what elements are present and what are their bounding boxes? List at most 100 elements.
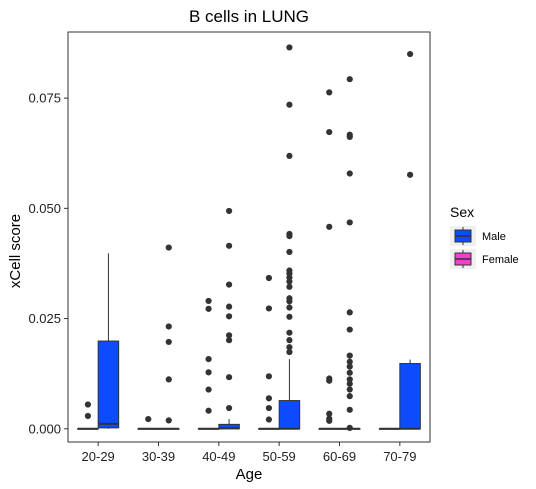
outlier-point <box>225 207 233 215</box>
box-female-50-59 <box>258 274 280 430</box>
outlier-point <box>326 223 333 230</box>
x-tick-label: 40-49 <box>202 449 235 464</box>
x-tick-label: 20-29 <box>82 449 115 464</box>
outlier-point <box>346 358 353 365</box>
box-female-60-69 <box>318 89 340 430</box>
y-axis: 0.000 0.025 0.050 0.075 <box>28 91 68 436</box>
outlier-point <box>346 326 353 333</box>
outlier-point <box>286 283 293 290</box>
outlier-point <box>165 376 172 383</box>
y-tick-label: 0.050 <box>28 201 61 216</box>
y-tick-label: 0.025 <box>28 311 61 326</box>
outlier-point <box>346 376 353 383</box>
outlier-point <box>225 404 233 412</box>
outlier-point <box>326 417 333 424</box>
box-male-50-59 <box>278 44 301 430</box>
outlier-point <box>346 170 353 177</box>
outlier-point <box>326 377 333 384</box>
outlier-point <box>225 303 233 310</box>
box-male-60-69 <box>339 76 361 431</box>
outlier-point <box>265 404 273 412</box>
outlier-point <box>286 278 293 285</box>
box-male-20-29 <box>97 253 120 429</box>
outlier-point <box>225 242 233 249</box>
outlier-point <box>165 244 172 251</box>
outlier-point <box>346 309 353 316</box>
outlier-point <box>205 305 212 312</box>
outlier-point <box>84 401 92 408</box>
legend-entry-male: Male <box>450 226 506 246</box>
x-tick-label: 30-39 <box>142 449 175 464</box>
outlier-point <box>406 171 414 178</box>
outlier-point <box>205 356 212 363</box>
chart-title: B cells in LUNG <box>189 7 309 26</box>
plot-area <box>77 44 421 431</box>
outlier-point <box>286 344 293 351</box>
x-tick-label: 50-59 <box>263 449 296 464</box>
outlier-point <box>286 101 293 108</box>
outlier-point <box>346 393 353 400</box>
box-female-20-29 <box>77 401 99 430</box>
outlier-point <box>326 128 333 136</box>
outlier-point <box>205 386 212 393</box>
outlier-point <box>286 329 293 336</box>
outlier-point <box>286 313 293 320</box>
legend: Sex Male Female <box>450 204 519 269</box>
x-axis-title: Age <box>236 466 263 483</box>
outlier-point <box>225 281 233 288</box>
outlier-point <box>286 304 293 311</box>
legend-entry-female: Female <box>450 249 519 269</box>
outlier-point <box>225 374 233 381</box>
outlier-point <box>326 410 333 417</box>
outlier-point <box>346 76 353 83</box>
outlier-point <box>225 313 233 320</box>
outlier-point <box>265 373 273 380</box>
outlier-point <box>286 44 293 51</box>
y-tick-label: 0.000 <box>28 421 61 436</box>
outlier-point <box>286 152 293 159</box>
outlier-point <box>145 415 152 423</box>
outlier-point <box>265 416 273 423</box>
outlier-point <box>265 305 273 312</box>
box-body <box>399 363 421 430</box>
legend-label-female: Female <box>482 254 519 266</box>
box-female-40-49 <box>197 297 220 430</box>
legend-label-male: Male <box>482 231 506 243</box>
box-body <box>97 340 120 429</box>
outlier-point <box>225 337 233 344</box>
outlier-point <box>346 380 353 387</box>
outlier-point <box>406 50 414 58</box>
outlier-point <box>326 89 333 96</box>
outlier-point <box>346 219 353 226</box>
x-tick-label: 70-79 <box>383 449 416 464</box>
outlier-point <box>205 297 212 305</box>
box-male-30-39 <box>158 244 180 430</box>
outlier-point <box>346 352 353 359</box>
outlier-point <box>165 417 172 424</box>
y-tick-label: 0.075 <box>28 91 61 106</box>
outlier-point <box>346 363 353 370</box>
box-male-70-79 <box>399 50 421 430</box>
plot-panel <box>67 31 431 443</box>
y-axis-title: xCell score <box>7 214 24 288</box>
x-tick-label: 60-69 <box>323 449 356 464</box>
outlier-point <box>346 133 353 141</box>
x-axis: 20-29 30-39 40-49 50-59 60-69 70-79 <box>82 442 416 464</box>
outlier-point <box>265 395 273 402</box>
outlier-point <box>346 406 353 413</box>
outlier-point <box>165 338 172 346</box>
outlier-point <box>165 323 172 330</box>
box-female-70-79 <box>378 427 401 430</box>
outlier-point <box>286 248 293 256</box>
outlier-point <box>205 369 212 376</box>
outlier-point <box>346 424 353 431</box>
outlier-point <box>286 337 293 344</box>
outlier-point <box>346 386 353 393</box>
box-body <box>278 400 301 430</box>
box-male-40-49 <box>218 207 240 430</box>
outlier-point <box>225 332 233 339</box>
outlier-point <box>265 274 273 282</box>
outlier-point <box>205 407 212 414</box>
outlier-point <box>84 412 92 420</box>
